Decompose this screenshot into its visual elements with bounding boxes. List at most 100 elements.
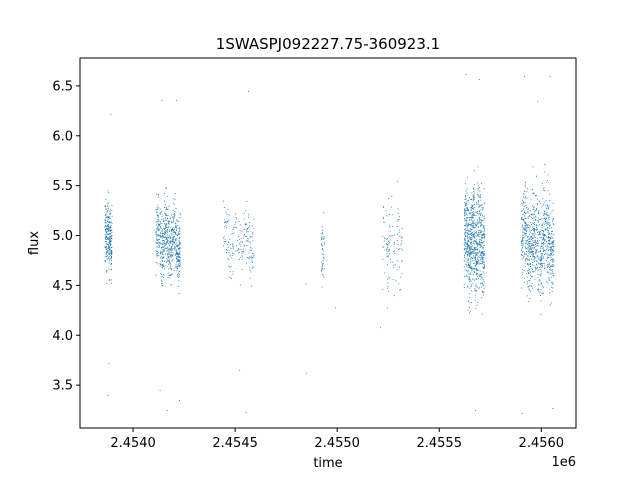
data-point [473,251,475,253]
data-point [548,230,550,232]
data-point [536,245,538,246]
data-point [473,271,475,273]
data-point [475,241,477,243]
data-point [541,223,543,225]
data-point [470,286,472,288]
data-point [169,237,171,239]
data-point [110,222,112,224]
data-point [470,228,471,230]
data-point [481,224,483,225]
data-point [163,237,165,238]
data-point [521,238,523,240]
data-point [240,248,242,250]
data-point [472,217,474,219]
data-point [111,255,112,257]
data-point [543,234,545,236]
data-point [527,212,529,214]
data-point [476,263,478,265]
data-point [521,217,523,219]
data-point [530,235,532,237]
data-point [162,235,164,237]
data-point [475,240,477,242]
data-point [173,236,175,238]
data-point [549,222,551,224]
data-point [540,251,542,252]
data-point [108,262,110,264]
data-point [109,240,111,242]
data-point [523,227,525,229]
data-point [321,269,322,271]
data-point [525,227,527,229]
data-point [161,275,163,277]
data-point [477,222,478,224]
data-point [246,257,248,259]
data-point [475,249,476,251]
data-point [544,239,546,241]
data-point [527,242,529,244]
data-point [540,212,542,214]
data-point [551,243,553,245]
data-point [545,235,547,237]
data-point [544,190,545,192]
data-point [547,250,549,252]
data-point [468,246,470,248]
data-point [482,294,484,296]
data-point [109,216,111,218]
data-point [551,277,553,279]
data-point [382,235,384,237]
data-point [168,229,170,231]
data-point [536,229,538,231]
data-point [386,239,387,241]
data-point [110,269,112,271]
data-point [159,238,160,240]
data-point [482,313,484,315]
data-point [111,279,113,281]
data-point [168,249,170,251]
data-point [549,236,551,238]
data-point [549,75,551,77]
data-point [110,212,111,214]
data-point [250,236,252,238]
data-point [478,278,480,280]
data-point [466,251,468,253]
data-point [178,253,180,255]
data-point [235,217,237,218]
data-point [179,250,181,252]
data-point [536,249,538,251]
data-point [157,234,159,236]
data-point [476,220,478,222]
data-point [396,220,398,222]
data-point [533,228,535,230]
data-point [473,269,475,271]
data-point [161,233,163,234]
data-point [249,225,251,227]
data-point [471,247,473,249]
data-point [479,232,481,234]
data-point [525,233,527,234]
data-point [111,209,113,211]
data-point [483,287,485,289]
data-point [158,244,160,246]
data-point [538,258,540,260]
data-point [483,250,485,252]
data-point [468,223,470,225]
data-point [322,249,323,250]
data-point [481,242,483,243]
y-tick-label: 5.0 [52,229,73,244]
data-point [532,228,534,230]
data-point [464,229,466,230]
data-point [523,201,525,203]
data-point [233,253,235,255]
data-point [467,285,468,287]
data-point [542,239,544,241]
data-point [241,252,243,254]
data-point [163,240,165,242]
data-point [172,210,174,212]
data-point [171,245,173,247]
data-point [179,212,181,214]
data-point [175,250,177,252]
data-point [479,216,481,218]
data-point [542,198,544,200]
data-point [479,230,481,231]
data-point [172,237,174,239]
